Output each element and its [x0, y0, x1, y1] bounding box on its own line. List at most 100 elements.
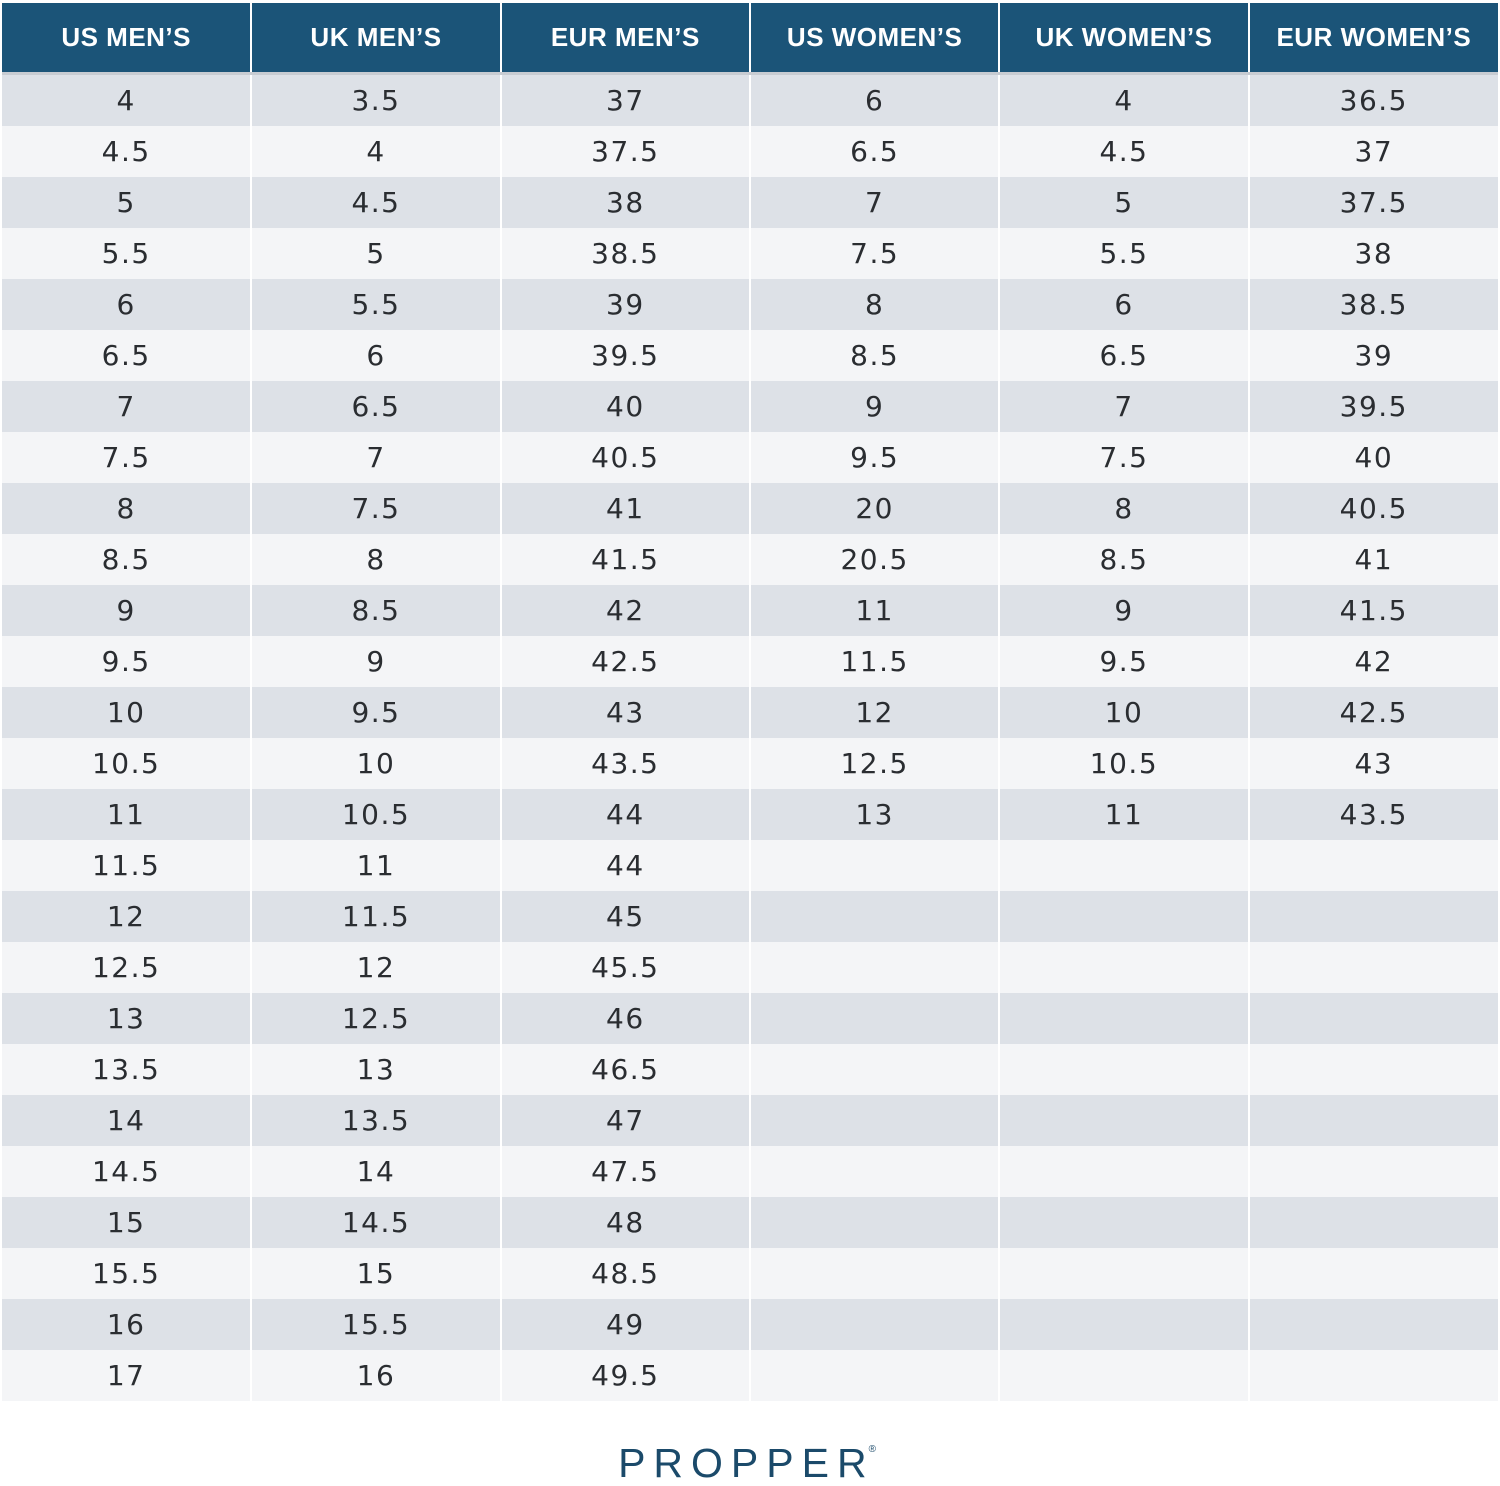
cell-us-womens [748, 1350, 1000, 1401]
table-row: 4 3.5 37 6 4 36.5 [2, 73, 1498, 126]
cell-uk-mens: 12 [250, 942, 501, 993]
propper-logo: PROPPER® [0, 1443, 1500, 1484]
table-row: 9.5 9 42.5 11.5 9.5 42 [2, 636, 1498, 687]
cell-eur-mens: 47.5 [499, 1146, 750, 1197]
cell-us-womens: 6 [748, 73, 1000, 126]
cell-uk-womens: 6.5 [998, 330, 1249, 381]
cell-us-mens: 6.5 [2, 330, 252, 381]
table-row: 10.5 10 43.5 12.5 10.5 43 [2, 738, 1498, 789]
table-row: 9 8.5 42 11 9 41.5 [2, 585, 1498, 636]
cell-eur-womens: 40 [1247, 432, 1498, 483]
table-row: 8.5 8 41.5 20.5 8.5 41 [2, 534, 1498, 585]
cell-eur-mens: 49 [499, 1299, 750, 1350]
cell-eur-womens: 37 [1247, 126, 1498, 177]
cell-eur-womens: 41 [1247, 534, 1498, 585]
cell-uk-womens: 7.5 [998, 432, 1249, 483]
cell-eur-mens: 40.5 [499, 432, 750, 483]
cell-eur-womens: 43 [1247, 738, 1498, 789]
cell-uk-mens: 4 [250, 126, 501, 177]
cell-us-mens: 13.5 [2, 1044, 252, 1095]
cell-us-womens: 11 [748, 585, 1000, 636]
cell-eur-womens: 42 [1247, 636, 1498, 687]
cell-uk-mens: 15.5 [250, 1299, 501, 1350]
cell-us-womens [748, 1299, 1000, 1350]
cell-uk-womens: 11 [998, 789, 1249, 840]
cell-us-womens: 20 [748, 483, 1000, 534]
cell-eur-mens: 48 [499, 1197, 750, 1248]
cell-uk-womens [998, 1299, 1249, 1350]
table-row: 4.5 4 37.5 6.5 4.5 37 [2, 126, 1498, 177]
table-row: 14 13.5 47 [2, 1095, 1498, 1146]
cell-uk-womens [998, 840, 1249, 891]
header-us-womens: US WOMEN’S [748, 3, 1000, 75]
header-us-mens: US MEN’S [2, 3, 252, 75]
cell-us-mens: 14 [2, 1095, 252, 1146]
header-eur-womens: EUR WOMEN’S [1247, 3, 1498, 75]
cell-uk-womens: 5 [998, 177, 1249, 228]
cell-us-mens: 15 [2, 1197, 252, 1248]
cell-uk-womens [998, 1146, 1249, 1197]
cell-eur-womens [1247, 1299, 1498, 1350]
cell-eur-mens: 49.5 [499, 1350, 750, 1401]
cell-eur-mens: 43 [499, 687, 750, 738]
cell-uk-mens: 12.5 [250, 993, 501, 1044]
cell-eur-womens [1247, 1197, 1498, 1248]
cell-us-mens: 15.5 [2, 1248, 252, 1299]
table-row: 13.5 13 46.5 [2, 1044, 1498, 1095]
cell-us-mens: 11 [2, 789, 252, 840]
cell-us-mens: 5.5 [2, 228, 252, 279]
cell-uk-womens: 10.5 [998, 738, 1249, 789]
header-eur-mens: EUR MEN’S [499, 3, 750, 75]
table-row: 10 9.5 43 12 10 42.5 [2, 687, 1498, 738]
size-chart-table: US MEN’S UK MEN’S EUR MEN’S US WOMEN’S U… [2, 3, 1498, 1401]
cell-us-womens: 12 [748, 687, 1000, 738]
cell-us-womens: 9 [748, 381, 1000, 432]
cell-uk-womens: 9 [998, 585, 1249, 636]
cell-us-mens: 8 [2, 483, 252, 534]
cell-uk-mens: 13.5 [250, 1095, 501, 1146]
table-row: 5.5 5 38.5 7.5 5.5 38 [2, 228, 1498, 279]
cell-us-womens [748, 1146, 1000, 1197]
cell-us-mens: 6 [2, 279, 252, 330]
cell-uk-womens: 4 [998, 73, 1249, 126]
cell-uk-mens: 11.5 [250, 891, 501, 942]
cell-us-mens: 10 [2, 687, 252, 738]
cell-uk-mens: 5 [250, 228, 501, 279]
cell-uk-womens [998, 1350, 1249, 1401]
cell-us-mens: 16 [2, 1299, 252, 1350]
cell-uk-mens: 9 [250, 636, 501, 687]
cell-us-mens: 7.5 [2, 432, 252, 483]
cell-uk-mens: 6.5 [250, 381, 501, 432]
table-row: 7.5 7 40.5 9.5 7.5 40 [2, 432, 1498, 483]
cell-eur-mens: 37 [499, 73, 750, 126]
cell-eur-mens: 44 [499, 789, 750, 840]
cell-eur-mens: 39 [499, 279, 750, 330]
size-chart-header: US MEN’S UK MEN’S EUR MEN’S US WOMEN’S U… [2, 3, 1498, 75]
cell-eur-womens: 42.5 [1247, 687, 1498, 738]
brand-name: PROPPER [618, 1440, 875, 1486]
cell-uk-mens: 5.5 [250, 279, 501, 330]
cell-uk-womens: 8 [998, 483, 1249, 534]
cell-us-womens: 7 [748, 177, 1000, 228]
table-row: 6.5 6 39.5 8.5 6.5 39 [2, 330, 1498, 381]
cell-uk-womens: 7 [998, 381, 1249, 432]
cell-us-mens: 4.5 [2, 126, 252, 177]
registered-mark: ® [868, 1444, 876, 1455]
table-row: 15 14.5 48 [2, 1197, 1498, 1248]
cell-us-mens: 8.5 [2, 534, 252, 585]
cell-uk-mens: 15 [250, 1248, 501, 1299]
cell-eur-mens: 45 [499, 891, 750, 942]
table-row: 16 15.5 49 [2, 1299, 1498, 1350]
header-row: US MEN’S UK MEN’S EUR MEN’S US WOMEN’S U… [2, 3, 1498, 75]
cell-uk-womens [998, 942, 1249, 993]
cell-eur-mens: 48.5 [499, 1248, 750, 1299]
cell-eur-mens: 40 [499, 381, 750, 432]
cell-eur-mens: 46.5 [499, 1044, 750, 1095]
cell-eur-womens: 41.5 [1247, 585, 1498, 636]
cell-eur-mens: 37.5 [499, 126, 750, 177]
cell-uk-mens: 10.5 [250, 789, 501, 840]
cell-uk-womens [998, 1044, 1249, 1095]
table-row: 12 11.5 45 [2, 891, 1498, 942]
cell-us-womens: 11.5 [748, 636, 1000, 687]
cell-eur-mens: 42 [499, 585, 750, 636]
